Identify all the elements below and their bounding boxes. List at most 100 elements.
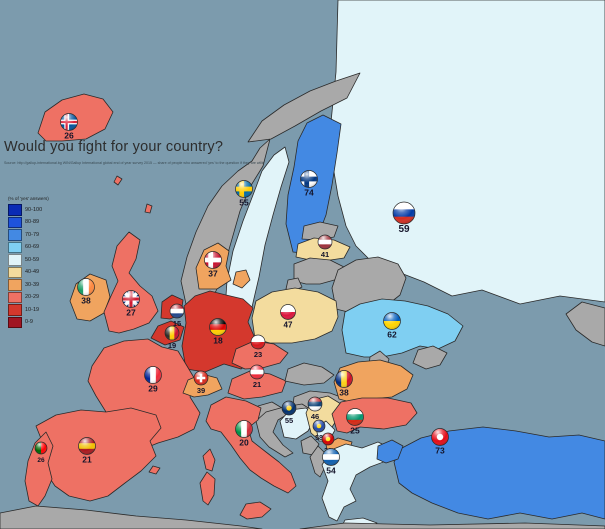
france-value-label: 29 [148,384,158,394]
country-shape-sweden [224,146,290,337]
austria-value-label: 21 [253,380,261,389]
country-shape-sardinia [199,471,216,506]
denmark-value-label: 37 [208,269,218,279]
romania-value-label: 38 [339,388,349,398]
legend-swatch [8,254,22,266]
legend-swatch [8,304,22,316]
country-shape-corsica [202,448,216,472]
spain-value-label: 21 [82,455,92,465]
country-marker-ukraine: 62 [383,312,401,340]
legend-item-30-39: 30-39 [8,279,49,291]
country-marker-ireland: 38 [77,278,95,306]
country-marker-switzerland: 39 [193,370,209,395]
country-marker-kosovo: 58 [312,419,326,442]
legend-item-80-89: 80-89 [8,216,49,228]
country-shape-balearics [148,465,161,475]
country-shape-crimea [412,345,448,370]
legend-swatch [8,266,22,278]
legend-swatch [8,241,22,253]
country-shape-sicily [239,501,272,520]
uk-value-label: 27 [126,308,136,318]
country-marker-greece: 54 [322,448,340,476]
legend-swatch [8,316,22,328]
country-shape-north-africa [0,505,263,529]
kosovo-value-label: 58 [315,435,323,442]
map-title: Would you fight for your country? [4,139,224,155]
legend-range-label: 60-69 [25,244,40,251]
legend-rows: 90-100 80-89 70-79 60-69 50-59 40-49 30-39 20-2… [8,204,49,328]
country-marker-portugal: 26 [34,441,48,464]
country-shape-turkey [393,426,605,520]
finland-value-label: 74 [304,188,314,198]
legend-item-20-29: 20-29 [8,291,49,303]
country-marker-latvia: 41 [317,234,333,259]
belgium-value-label: 19 [168,341,176,350]
country-shape-denmark-isles [232,269,251,289]
country-marker-sweden: 55 [235,180,253,208]
country-shape-africa-coast-edge [299,522,605,529]
legend-swatch [8,291,22,303]
legend-range-label: 20-29 [25,294,40,301]
legend-swatch [8,204,22,216]
country-shape-slovakia [284,362,335,386]
country-marker-turkey: 73 [431,428,449,456]
serbia-value-label: 46 [311,412,319,421]
sweden-value-label: 55 [239,198,249,208]
country-marker-france: 29 [144,366,162,394]
legend-range-label: 70-79 [25,231,40,238]
legend-item-10-19: 10-19 [8,304,49,316]
country-marker-belgium: 19 [164,325,180,350]
turkey-value-label: 73 [435,446,445,456]
legend-range-label: 80-89 [25,219,40,226]
country-marker-romania: 38 [335,370,353,398]
legend-item-40-49: 40-49 [8,266,49,278]
country-marker-finland: 74 [300,170,318,198]
country-shape-turkey-europe [376,439,404,464]
greece-value-label: 54 [326,466,336,476]
country-marker-netherlands: 15 [169,303,185,328]
legend-swatch [8,229,22,241]
legend-item-60-69: 60-69 [8,241,49,253]
country-marker-austria: 21 [249,364,265,389]
legend-item-50-59: 50-59 [8,254,49,266]
country-shape-great-britain [103,231,159,334]
country-marker-serbia: 46 [307,396,323,421]
legend-range-label: 30-39 [25,281,40,288]
legend-swatch [8,216,22,228]
legend-range-label: 40-49 [25,269,40,276]
country-marker-uk: 27 [122,290,140,318]
country-shape-switzerland [182,373,223,398]
country-marker-spain: 21 [78,437,96,465]
switzerland-value-label: 39 [197,386,205,395]
legend-item-0-9: 0-9 [8,316,49,328]
country-marker-poland: 47 [280,304,296,330]
country-marker-germany: 18 [209,318,227,346]
legend-range-label: 50-59 [25,256,40,263]
country-marker-italy: 20 [235,420,253,448]
country-shape-ukraine [341,298,464,358]
country-marker-czechia: 23 [250,334,266,359]
country-shape-shetland [144,203,153,214]
country-shape-norway-north [247,72,361,143]
legend-range-label: 90-100 [25,206,43,213]
russia-value-label: 59 [398,224,410,235]
iceland-value-label: 26 [64,131,74,141]
latvia-value-label: 41 [321,250,329,259]
bulgaria-value-label: 25 [350,426,360,436]
map-source-line: Source: http://gallup-international.bg W… [4,161,264,165]
italy-value-label: 20 [239,438,249,448]
legend-item-70-79: 70-79 [8,229,49,241]
portugal-value-label: 26 [37,457,45,464]
legend-swatch [8,279,22,291]
country-shape-faroe [113,175,123,186]
country-marker-bulgaria: 25 [346,408,364,436]
germany-value-label: 18 [213,336,223,346]
country-marker-iceland: 26 [60,113,78,141]
czechia-value-label: 23 [254,350,262,359]
legend-range-label: 0-9 [25,319,33,326]
country-marker-denmark: 37 [204,251,222,279]
poland-value-label: 47 [284,321,293,330]
legend-title: (% of 'yes' answers) [8,196,49,201]
